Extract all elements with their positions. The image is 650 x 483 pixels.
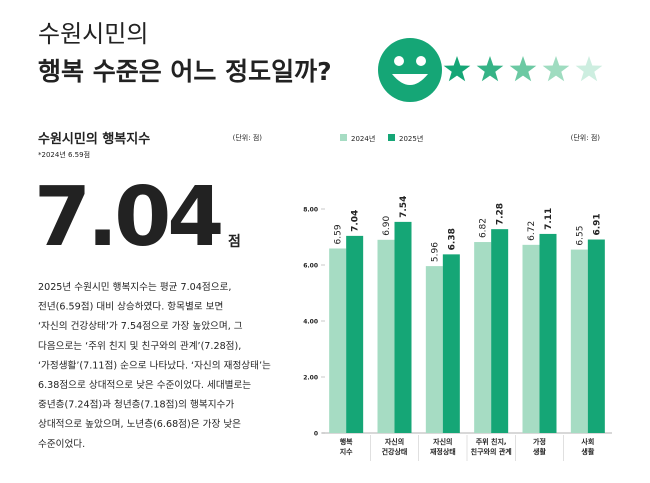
bar [377, 239, 395, 433]
y-tick-label: 0 [314, 431, 318, 438]
star [476, 56, 504, 82]
star-rating [443, 56, 603, 82]
summary-title: 수원시민의 행복지수 [38, 131, 150, 147]
x-tick-label: 지수 [340, 447, 353, 456]
value-label: 7.04 [351, 210, 361, 232]
bar [425, 266, 443, 433]
body-line: ‘가정생활’(7.11점) 순으로 나타났다. ‘자신의 재정상태’는 [38, 359, 271, 371]
star [542, 56, 570, 82]
body-line: 상대적으로 높았으며, 노년층(6.68점)은 가장 낮은 [38, 418, 241, 430]
body-line: 다음으로는 ‘주위 친지 및 친구와의 관계’(7.28점), [38, 340, 241, 352]
value-label: 7.28 [496, 203, 506, 225]
value-label: 6.59 [334, 224, 344, 244]
x-tick-label: 생활 [533, 447, 546, 456]
bar [587, 239, 605, 433]
legend-swatch [340, 134, 347, 141]
body-line: 수준이었다. [38, 438, 85, 450]
x-tick-label: 주위 친지, [476, 437, 507, 446]
smiley-icon [378, 38, 442, 102]
bar [491, 229, 509, 433]
x-tick-label: 자신의 [433, 437, 452, 446]
bar [394, 221, 412, 433]
header-line2: 행복 수준은 어느 정도일까? [38, 57, 332, 86]
bar [474, 242, 492, 433]
chart-unit: (단위: 점) [571, 133, 601, 142]
big-unit: 점 [228, 233, 241, 250]
value-label: 7.11 [544, 208, 554, 230]
legend-label: 2025년 [399, 134, 423, 143]
x-tick-label: 가정 [533, 437, 546, 446]
x-tick-label: 재정상태 [430, 447, 456, 456]
y-tick-label: 8.00 [303, 207, 318, 214]
bar [329, 248, 347, 433]
y-tick-label: 4.00 [303, 319, 318, 326]
value-label: 7.54 [399, 196, 409, 218]
bar [539, 233, 557, 433]
body-line: 중년층(7.24점)과 청년층(7.18점)의 행복지수가 [38, 399, 234, 411]
x-tick-label: 건강상태 [382, 447, 408, 456]
body-line: ‘자신의 건강상태’가 7.54점으로 가장 높았으며, 그 [38, 320, 243, 332]
value-label: 6.82 [479, 218, 489, 238]
x-tick-label: 생활 [581, 447, 594, 456]
x-tick-label: 자신의 [385, 437, 404, 446]
y-tick-label: 2.00 [303, 375, 318, 382]
legend-swatch [388, 134, 395, 141]
body-line: 6.38점으로 상대적으로 낮은 수준이었다. 세대별로는 [38, 379, 251, 391]
value-label: 6.90 [382, 215, 392, 235]
star [443, 56, 471, 82]
star [509, 56, 537, 82]
value-label: 6.91 [592, 213, 602, 235]
value-label: 6.55 [575, 226, 585, 246]
body-line: 전년(6.59점) 대비 상승하였다. 항목별로 보면 [38, 301, 223, 313]
x-tick-label: 친구와의 관계 [471, 447, 512, 456]
legend-label: 2024년 [351, 134, 375, 143]
body-line: 2025년 수원시민 행복지수는 평균 7.04점으로, [38, 281, 231, 293]
x-tick-label: 사회 [581, 437, 594, 446]
big-value: 7.04 [34, 170, 221, 265]
star [575, 56, 603, 82]
value-label: 6.38 [447, 228, 457, 250]
summary-body: 2025년 수원시민 행복지수는 평균 7.04점으로, 전년(6.59점) 대비… [38, 281, 271, 450]
bar [570, 249, 588, 433]
y-tick-label: 6.00 [303, 263, 318, 270]
x-tick-label: 행복 [340, 437, 353, 446]
value-label: 5.96 [430, 242, 440, 262]
bar [522, 244, 540, 433]
summary-unit: (단위: 점) [233, 133, 263, 142]
summary-note: *2024년 6.59점 [38, 150, 90, 159]
bar [346, 235, 364, 433]
value-label: 6.72 [527, 221, 537, 241]
bar [442, 254, 460, 433]
header-line1: 수원시민의 [38, 20, 148, 48]
